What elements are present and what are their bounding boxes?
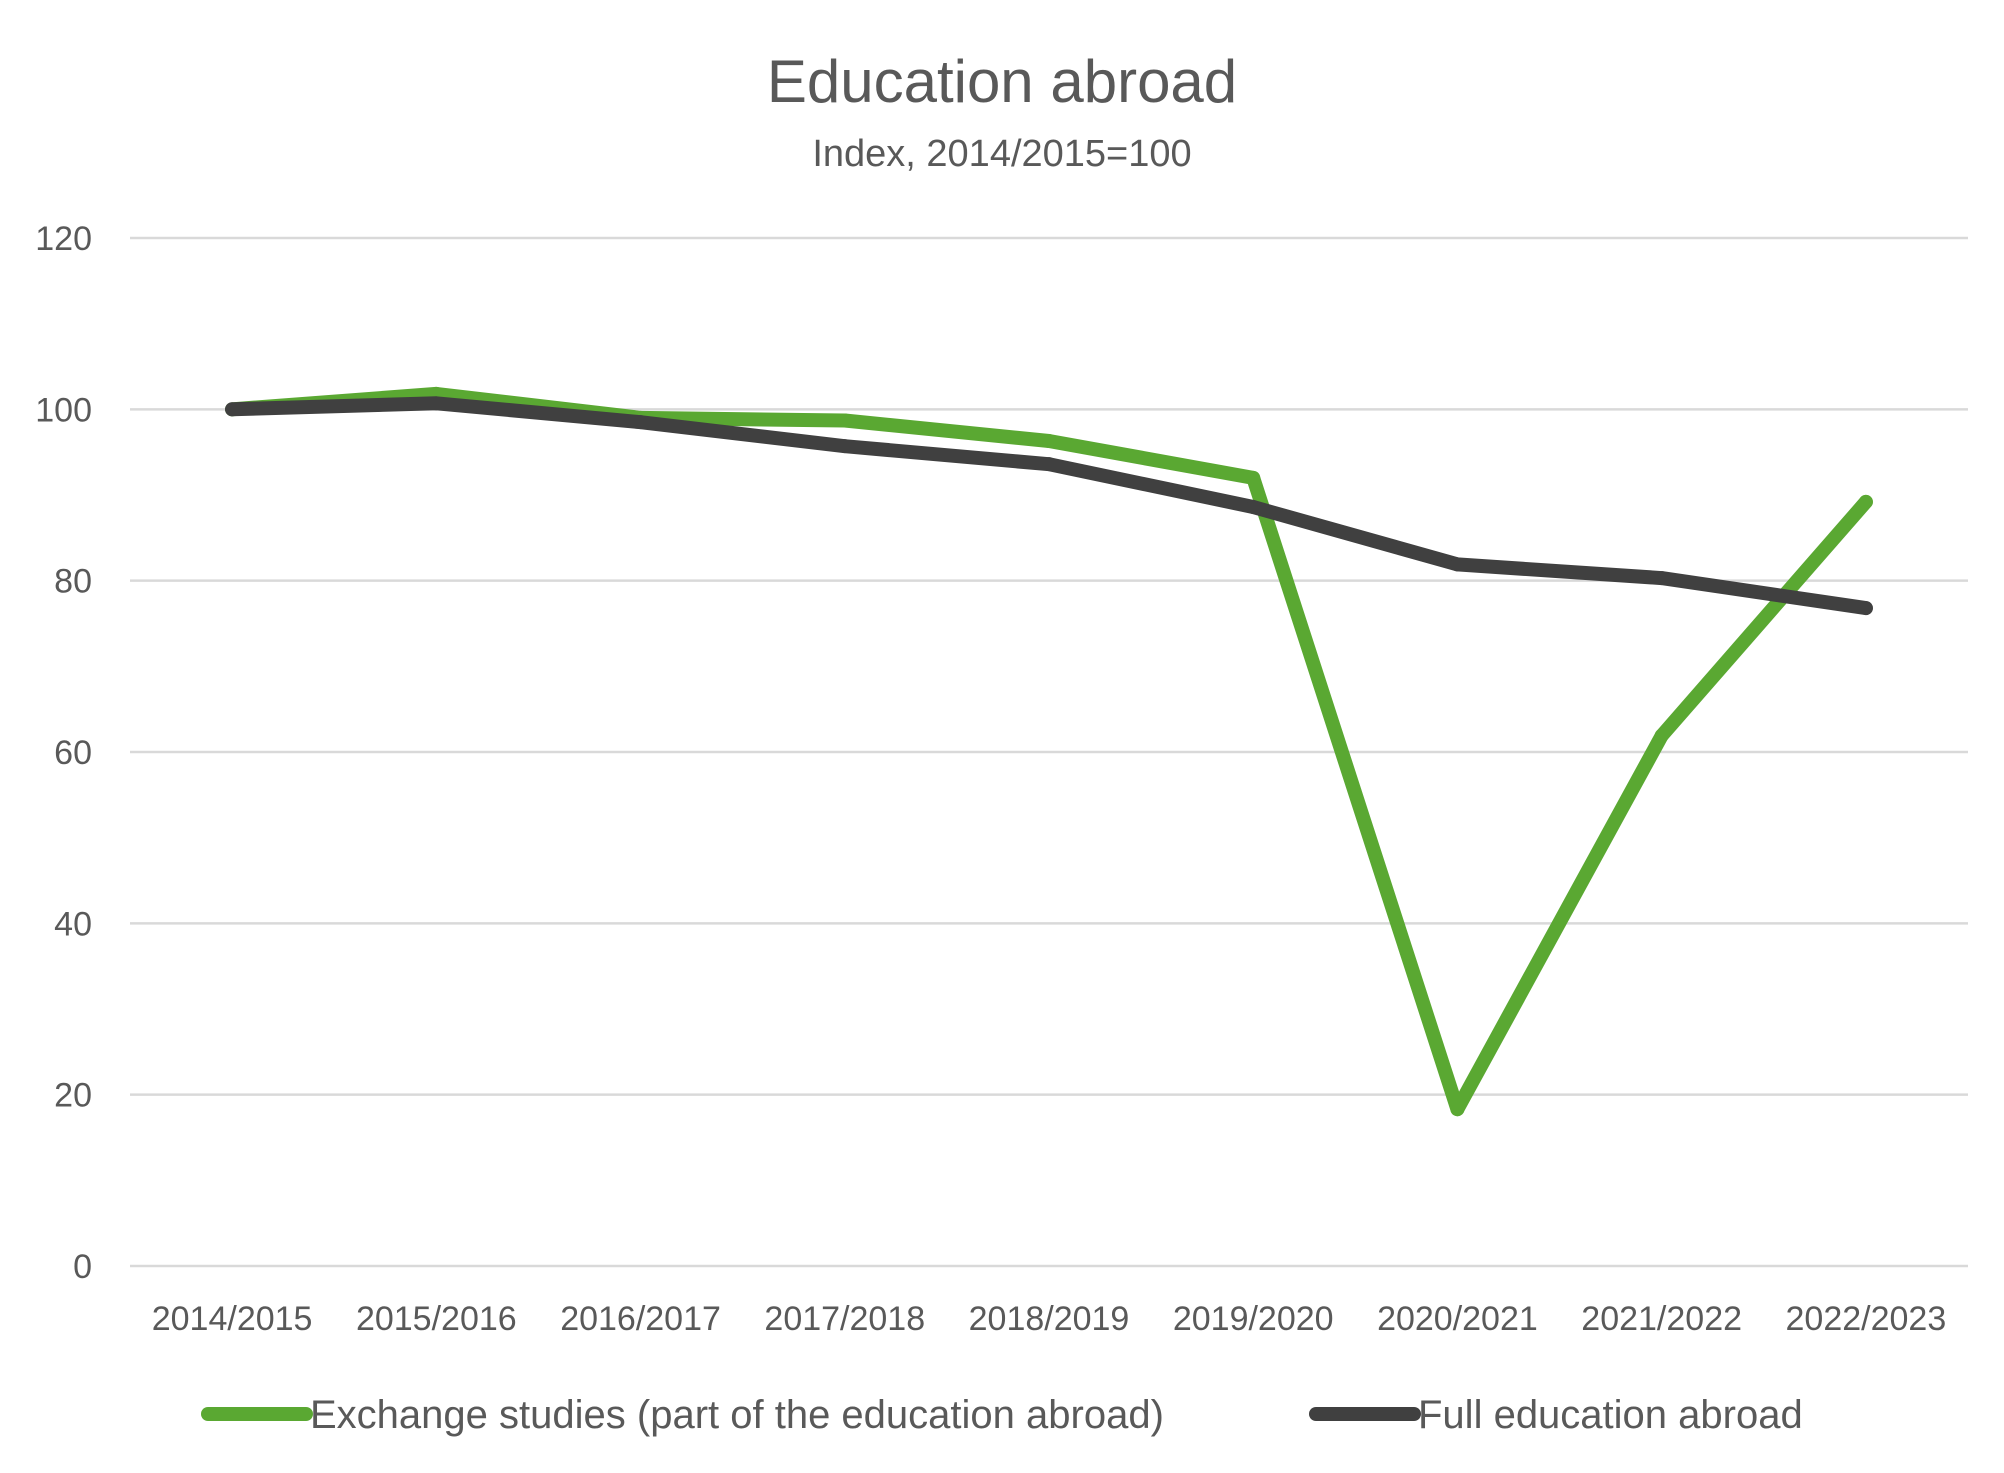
- legend: Exchange studies (part of the education …: [201, 1393, 1803, 1437]
- data-point: [633, 415, 648, 430]
- x-tick-label: 2020/2021: [1377, 1300, 1538, 1338]
- y-tick-label: 0: [73, 1248, 92, 1286]
- legend-label: Full education abroad: [1418, 1393, 1803, 1437]
- data-point: [1246, 470, 1261, 485]
- data-point: [1246, 499, 1261, 514]
- x-tick-label: 2017/2018: [764, 1300, 925, 1338]
- y-tick-label: 40: [54, 905, 92, 943]
- y-tick-label: 80: [54, 563, 92, 601]
- chart-title: Education abroad: [767, 48, 1237, 115]
- data-point: [1858, 494, 1873, 509]
- data-point: [837, 413, 852, 428]
- data-point: [225, 402, 240, 417]
- y-tick-label: 60: [54, 734, 92, 772]
- y-tick-label: 20: [54, 1077, 92, 1115]
- data-point: [1042, 434, 1056, 449]
- x-tick-label: 2021/2022: [1581, 1300, 1742, 1338]
- x-tick-label: 2014/2015: [152, 1300, 313, 1338]
- y-axis-tick-labels: 0 20 40 60 80 100 120: [35, 220, 92, 1286]
- data-point: [429, 396, 444, 411]
- x-tick-label: 2015/2016: [356, 1300, 517, 1338]
- x-tick-label: 2022/2023: [1786, 1300, 1947, 1338]
- x-axis-tick-labels: 2014/2015 2015/2016 2016/2017 2017/2018 2018…: [152, 1300, 1947, 1338]
- data-point: [1654, 728, 1669, 743]
- y-tick-label: 120: [35, 220, 92, 258]
- chart-subtitle: Index, 2014/2015=100: [812, 133, 1191, 175]
- data-point: [1858, 601, 1873, 616]
- series-lines: [225, 386, 1873, 1117]
- x-tick-label: 2019/2020: [1173, 1300, 1334, 1338]
- x-tick-label: 2016/2017: [560, 1300, 721, 1338]
- y-tick-label: 100: [35, 391, 92, 429]
- x-tick-label: 2018/2019: [969, 1300, 1130, 1338]
- data-point: [1042, 457, 1056, 472]
- legend-label: Exchange studies (part of the education …: [310, 1393, 1164, 1437]
- data-point: [1450, 557, 1465, 572]
- data-point: [1654, 571, 1669, 586]
- data-point: [1450, 1102, 1465, 1117]
- data-point: [837, 439, 852, 454]
